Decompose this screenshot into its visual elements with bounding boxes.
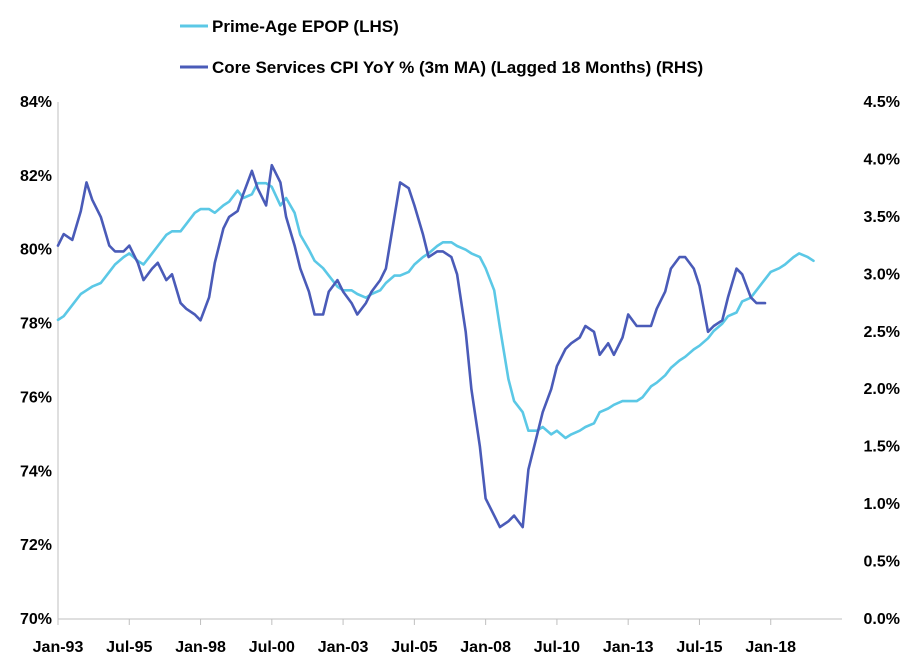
left-tick-label: 78% <box>20 316 52 333</box>
left-tick-label: 76% <box>20 389 52 406</box>
x-axis-ticks: Jan-93 Jul-95 Jan-98 Jul-00 Jan-03 Jul-05 Jan-… <box>33 619 796 656</box>
right-tick-label: 1.5% <box>864 439 900 456</box>
right-tick-label: 0.0% <box>864 611 900 628</box>
left-tick-label: 74% <box>20 463 52 480</box>
x-tick-label: Jan-18 <box>745 639 796 656</box>
right-tick-label: 2.0% <box>864 381 900 398</box>
right-tick-label: 2.5% <box>864 324 900 341</box>
x-tick-label: Jul-15 <box>676 639 722 656</box>
legend-label-epop: Prime-Age EPOP (LHS) <box>212 17 399 36</box>
left-tick-label: 82% <box>20 168 52 185</box>
right-tick-label: 3.5% <box>864 209 900 226</box>
series-layer <box>56 163 815 529</box>
legend-label-core-services: Core Services CPI YoY % (3m MA) (Lagged … <box>212 58 703 77</box>
right-tick-label: 0.5% <box>864 554 900 571</box>
x-tick-label: Jan-03 <box>318 639 369 656</box>
right-tick-label: 4.0% <box>864 151 900 168</box>
left-tick-label: 80% <box>20 242 52 259</box>
left-axis-ticks: 70% 72% 74% 76% 78% 80% 82% 84% <box>20 94 52 628</box>
left-tick-label: 72% <box>20 537 52 554</box>
left-tick-label: 70% <box>20 611 52 628</box>
x-tick-label: Jan-08 <box>460 639 511 656</box>
x-tick-label: Jul-05 <box>391 639 437 656</box>
left-tick-label: 84% <box>20 94 52 111</box>
right-axis-ticks: 0.0% 0.5% 1.0% 1.5% 2.0% 2.5% 3.0% 3.5% 4.0% 4.5% <box>864 94 900 628</box>
x-tick-label: Jan-98 <box>175 639 226 656</box>
right-tick-label: 3.0% <box>864 266 900 283</box>
legend: Prime-Age EPOP (LHS) Core Services CPI Y… <box>180 17 703 77</box>
x-tick-label: Jan-13 <box>603 639 654 656</box>
x-tick-label: Jan-93 <box>33 639 84 656</box>
x-tick-label: Jul-95 <box>106 639 152 656</box>
series-line-epop <box>56 181 815 440</box>
right-tick-label: 1.0% <box>864 496 900 513</box>
right-tick-label: 4.5% <box>864 94 900 111</box>
series-line-core-services <box>56 163 767 529</box>
x-tick-label: Jul-00 <box>249 639 295 656</box>
x-tick-label: Jul-10 <box>534 639 580 656</box>
axes <box>57 102 842 620</box>
